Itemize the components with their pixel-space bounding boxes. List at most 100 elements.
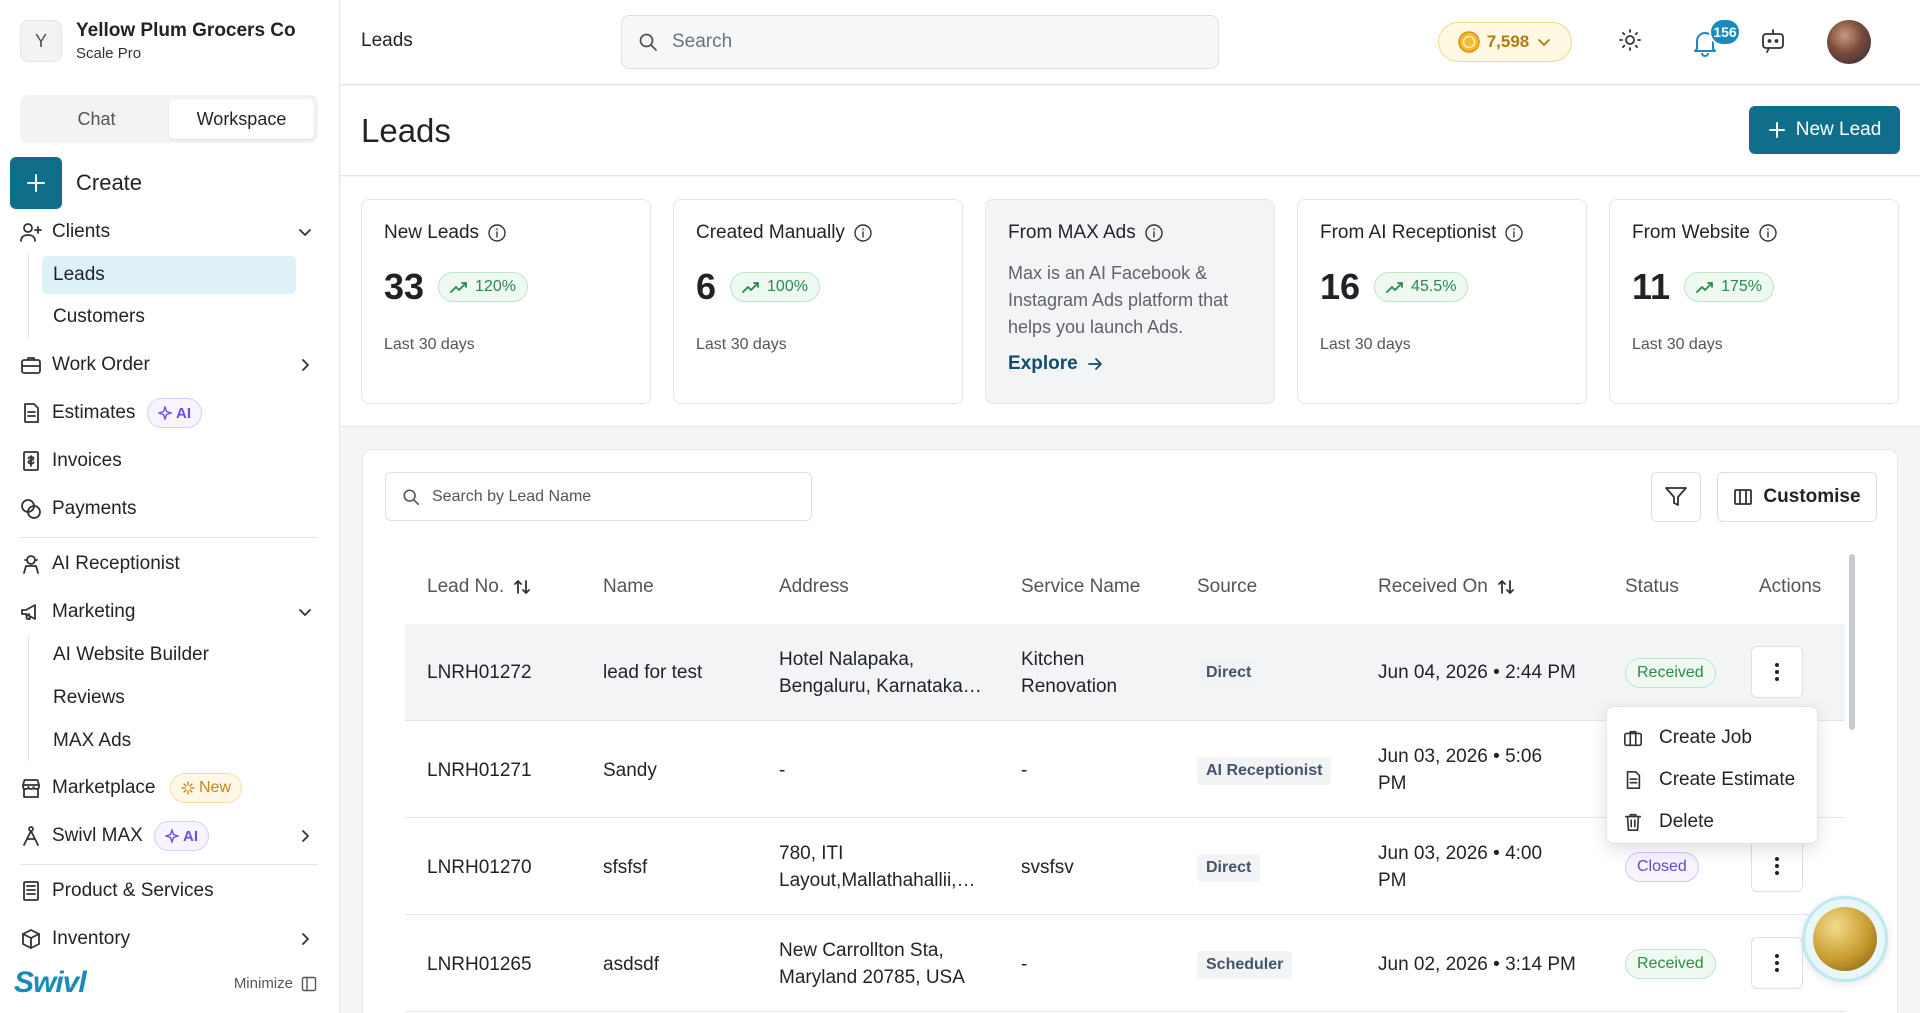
chat-bot-icon[interactable] (1760, 28, 1786, 54)
table-row[interactable]: LNRH01271 Sandy - - AI Receptionist Jun … (405, 721, 1845, 818)
sidebar-item-product-services[interactable]: Product & Services (0, 871, 340, 911)
sidebar-item-estimates[interactable]: Estimates AI (0, 393, 340, 433)
kebab-menu-icon (1775, 954, 1779, 972)
info-icon[interactable] (853, 223, 873, 243)
table-row[interactable]: LNRH01272 lead for test Hotel Nalapaka, B… (405, 624, 1845, 721)
new-lead-button[interactable]: New Lead (1749, 106, 1900, 154)
max-assistant-button[interactable] (1802, 896, 1888, 982)
chevron-down-icon (299, 229, 311, 236)
create-button[interactable] (10, 157, 62, 209)
sidebar-item-customers[interactable]: Customers (53, 306, 145, 327)
sidebar-item-max-ads[interactable]: MAX Ads (53, 730, 132, 751)
info-icon[interactable] (1758, 223, 1778, 243)
menu-item-create-estimate[interactable]: Create Estimate (1607, 759, 1817, 801)
column-header-lead-no[interactable]: Lead No. (427, 576, 532, 598)
sidebar-item-work-order[interactable]: Work Order (0, 345, 340, 385)
lead-address: New Carrollton Sta, Maryland 20785, USA (779, 937, 965, 991)
tab-chat[interactable]: Chat (77, 108, 116, 129)
sidebar-item-label: Marketplace (52, 777, 156, 798)
sparkle-icon (158, 406, 172, 420)
table-scrollbar[interactable] (1849, 554, 1855, 730)
stats-section: New Leads 33 120% Last 30 days Created M… (341, 177, 1920, 427)
minimize-button[interactable]: Minimize (234, 975, 317, 992)
source-tag: AI Receptionist (1197, 757, 1332, 785)
sidebar-item-invoices[interactable]: Invoices (0, 441, 340, 481)
sidebar-item-label: Estimates (52, 402, 136, 423)
stat-title: Created Manually (696, 222, 845, 243)
lead-service: - (1021, 760, 1028, 781)
coins-icon (21, 499, 41, 519)
chevron-right-icon (302, 933, 309, 945)
column-label: Lead No. (427, 576, 505, 597)
address-line: Layout,Mallathahallii,… (779, 870, 976, 891)
stat-change: 120% (475, 278, 516, 295)
lead-address: 780, ITI Layout,Mallathahallii,… (779, 840, 975, 894)
ai-badge: AI (147, 398, 202, 428)
user-avatar[interactable] (1827, 20, 1871, 64)
sort-icon (1497, 580, 1514, 594)
info-icon[interactable] (1144, 223, 1164, 243)
mode-switch: Chat Workspace (20, 95, 318, 143)
filter-button[interactable] (1651, 472, 1701, 522)
stat-period: Last 30 days (384, 336, 475, 353)
menu-item-delete[interactable]: Delete (1607, 801, 1817, 843)
sidebar-item-swivl-max[interactable]: Swivl MAX AI (0, 816, 340, 856)
received-on: Jun 04, 2026 • 2:44 PM (1378, 659, 1576, 686)
top-bar: Leads Search 7,598 156 (341, 0, 1920, 85)
explore-link[interactable]: Explore (1008, 353, 1252, 375)
submenu-line (28, 254, 29, 338)
table-row[interactable]: LNRH01265 asdsdf New Carrollton Sta, Mary… (405, 915, 1845, 1012)
sidebar-item-ai-website-builder[interactable]: AI Website Builder (53, 644, 209, 665)
org-name: Yellow Plum Grocers Co (76, 20, 296, 41)
briefcase-icon (21, 357, 41, 374)
address-line: 780, ITI (779, 843, 844, 864)
sidebar-item-label: Payments (52, 498, 137, 519)
sidebar-item-inventory[interactable]: Inventory (0, 919, 340, 959)
sidebar-item-leads[interactable]: Leads (42, 256, 296, 294)
ai-badge-label: AI (183, 827, 198, 845)
stat-card-created-manually: Created Manually 6 100% Last 30 days (673, 199, 963, 404)
sidebar: Y Yellow Plum Grocers Co Scale Pro Chat … (0, 0, 340, 1013)
invoice-icon (23, 451, 39, 471)
column-header-source: Source (1197, 576, 1258, 597)
column-header-received-on[interactable]: Received On (1378, 576, 1516, 598)
sidebar-item-payments[interactable]: Payments (0, 489, 340, 529)
lead-name: lead for test (603, 662, 703, 683)
row-actions-button[interactable] (1751, 840, 1803, 892)
notification-count: 156 (1709, 18, 1741, 46)
credits-dropdown[interactable]: 7,598 (1438, 22, 1572, 62)
sun-icon[interactable] (1618, 28, 1642, 52)
sidebar-item-ai-receptionist[interactable]: AI Receptionist (0, 544, 340, 584)
address-line: Bengaluru, Karnataka… (779, 676, 982, 697)
row-actions-button[interactable] (1751, 646, 1803, 698)
sidebar-toggle-icon (301, 976, 317, 991)
lead-search-input[interactable]: Search by Lead Name (385, 472, 812, 521)
coin-icon (1457, 31, 1480, 53)
stat-period: Last 30 days (696, 336, 787, 353)
trend-up-icon (742, 282, 759, 293)
menu-item-create-job[interactable]: Create Job (1607, 717, 1817, 759)
sidebar-item-marketing[interactable]: Marketing (0, 592, 340, 632)
tab-workspace[interactable]: Workspace (169, 99, 314, 139)
global-search-input[interactable]: Search (621, 15, 1219, 69)
table-row[interactable]: LNRH01270 sfsfsf 780, ITI Layout,Mallatha… (405, 818, 1845, 915)
customise-button[interactable]: Customise (1717, 472, 1877, 522)
org-switcher[interactable]: Y Yellow Plum Grocers Co Scale Pro (20, 20, 296, 62)
org-avatar: Y (20, 20, 62, 62)
create-row[interactable]: Create (10, 157, 142, 209)
column-header-address: Address (779, 576, 849, 597)
sidebar-item-marketplace[interactable]: Marketplace New (0, 768, 340, 808)
sidebar-item-label: AI Receptionist (52, 553, 180, 574)
sidebar-item-reviews[interactable]: Reviews (53, 687, 125, 708)
sidebar-item-clients[interactable]: Clients (0, 212, 340, 252)
sparkle-icon (181, 781, 195, 795)
info-icon[interactable] (1504, 223, 1524, 243)
stat-value: 6 (696, 266, 717, 307)
bell-icon[interactable] (1690, 28, 1720, 58)
info-icon[interactable] (487, 223, 507, 243)
search-icon (403, 488, 420, 505)
lead-service: Kitchen Renovation (1021, 646, 1117, 700)
stat-card-ai-receptionist: From AI Receptionist 16 45.5% Last 30 da… (1297, 199, 1587, 404)
stat-value: 33 (384, 266, 425, 307)
row-actions-button[interactable] (1751, 937, 1803, 989)
